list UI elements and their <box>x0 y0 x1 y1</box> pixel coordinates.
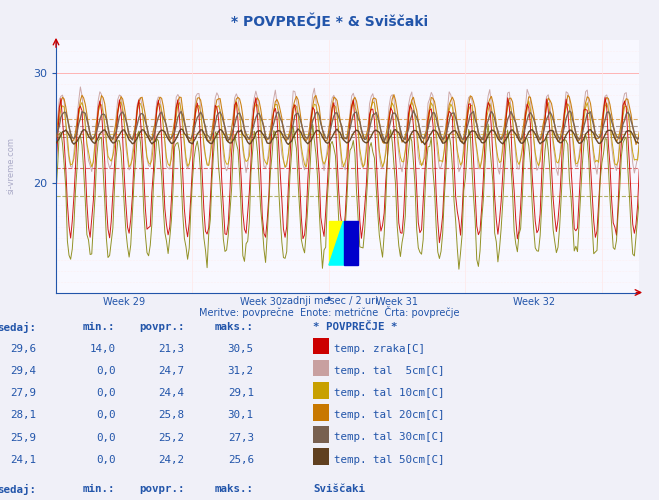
Text: 29,6: 29,6 <box>11 344 36 354</box>
Text: 29,1: 29,1 <box>228 388 254 398</box>
Text: temp. zraka[C]: temp. zraka[C] <box>334 344 425 354</box>
FancyBboxPatch shape <box>313 448 329 465</box>
Text: temp. tal 30cm[C]: temp. tal 30cm[C] <box>334 432 445 442</box>
Text: 25,9: 25,9 <box>11 432 36 442</box>
Text: Meritve: povprečne  Enote: metrične  Črta: povprečje: Meritve: povprečne Enote: metrične Črta:… <box>199 306 460 318</box>
Text: 27,3: 27,3 <box>228 432 254 442</box>
Text: 24,4: 24,4 <box>159 388 185 398</box>
FancyBboxPatch shape <box>313 338 329 354</box>
FancyBboxPatch shape <box>313 360 329 376</box>
Text: 25,2: 25,2 <box>159 432 185 442</box>
Text: 14,0: 14,0 <box>90 344 115 354</box>
Text: 28,1: 28,1 <box>11 410 36 420</box>
Text: maks.:: maks.: <box>215 484 254 494</box>
Text: temp. tal 10cm[C]: temp. tal 10cm[C] <box>334 388 445 398</box>
Text: povpr.:: povpr.: <box>139 484 185 494</box>
Text: si-vreme.com: si-vreme.com <box>7 136 16 194</box>
Polygon shape <box>343 221 358 265</box>
Text: temp. tal 50cm[C]: temp. tal 50cm[C] <box>334 454 445 464</box>
Text: sedaj:: sedaj: <box>0 322 36 333</box>
Polygon shape <box>329 221 351 265</box>
Text: 24,7: 24,7 <box>159 366 185 376</box>
Text: 27,9: 27,9 <box>11 388 36 398</box>
Text: 0,0: 0,0 <box>96 366 115 376</box>
Text: * POVPREČJE *: * POVPREČJE * <box>313 322 397 332</box>
Text: * POVPREČJE * & Sviščaki: * POVPREČJE * & Sviščaki <box>231 12 428 29</box>
Text: 21,3: 21,3 <box>159 344 185 354</box>
Text: 24,2: 24,2 <box>159 454 185 464</box>
Text: 24,1: 24,1 <box>11 454 36 464</box>
FancyBboxPatch shape <box>313 404 329 420</box>
Text: maks.:: maks.: <box>215 322 254 332</box>
Text: 25,8: 25,8 <box>159 410 185 420</box>
FancyBboxPatch shape <box>313 426 329 443</box>
Text: povpr.:: povpr.: <box>139 322 185 332</box>
Text: 31,2: 31,2 <box>228 366 254 376</box>
Text: 29,4: 29,4 <box>11 366 36 376</box>
Text: 0,0: 0,0 <box>96 410 115 420</box>
Text: 30,1: 30,1 <box>228 410 254 420</box>
Text: 30,5: 30,5 <box>228 344 254 354</box>
Polygon shape <box>329 221 343 265</box>
Text: temp. tal  5cm[C]: temp. tal 5cm[C] <box>334 366 445 376</box>
Text: temp. tal 20cm[C]: temp. tal 20cm[C] <box>334 410 445 420</box>
Text: Sviščaki: Sviščaki <box>313 484 365 494</box>
Text: 0,0: 0,0 <box>96 432 115 442</box>
Text: 25,6: 25,6 <box>228 454 254 464</box>
Text: sedaj:: sedaj: <box>0 484 36 496</box>
Text: zadnji mesec / 2 uri: zadnji mesec / 2 uri <box>281 296 378 306</box>
FancyBboxPatch shape <box>313 382 329 398</box>
Text: min.:: min.: <box>83 484 115 494</box>
Text: min.:: min.: <box>83 322 115 332</box>
Text: 0,0: 0,0 <box>96 454 115 464</box>
Text: 0,0: 0,0 <box>96 388 115 398</box>
